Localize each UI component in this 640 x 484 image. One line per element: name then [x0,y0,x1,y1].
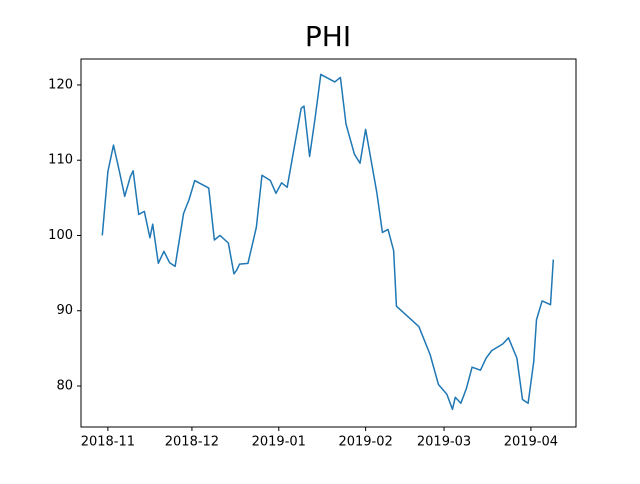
line-series [101,73,555,411]
x-tick-label: 2019-02 [338,435,392,450]
y-tick-label: 120 [48,77,73,92]
x-tick-label: 2018-12 [165,435,219,450]
x-tick-label: 2018-11 [81,435,135,450]
x-tick-label: 2019-03 [417,435,471,450]
y-tick-label: 110 [48,153,73,168]
chart-title: PHI [305,20,351,53]
x-tick-label: 2019-01 [252,435,306,450]
y-tick-label: 80 [56,378,73,393]
y-tick-label: 90 [56,303,73,318]
axes-frame [80,58,577,428]
x-tick-label: 2019-04 [504,435,558,450]
y-tick-label: 100 [48,228,73,243]
